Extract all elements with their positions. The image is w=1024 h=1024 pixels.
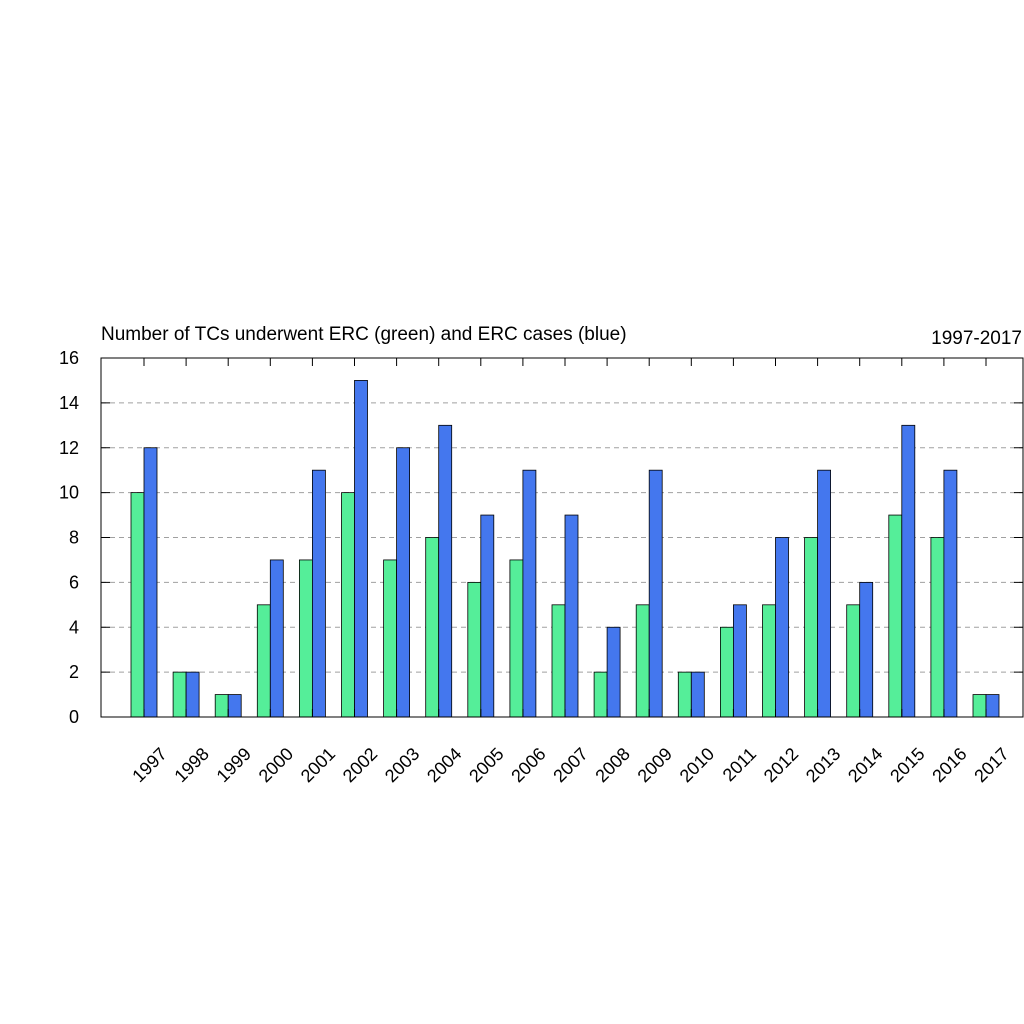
x-tick-label: 2006 (507, 744, 549, 786)
bar-green (383, 559, 398, 718)
y-tick-label: 8 (69, 528, 79, 548)
x-tick-label: 2016 (928, 744, 970, 786)
x-tick-label: 2013 (802, 744, 844, 786)
x-tick-label: 2015 (886, 744, 928, 786)
x-tick-label: 2001 (297, 744, 339, 786)
x-tick-label: 2012 (760, 744, 802, 786)
bar-blue (775, 537, 789, 718)
bar-blue (354, 380, 368, 718)
x-tick-label: 2011 (719, 744, 761, 786)
y-tick-label: 12 (59, 438, 79, 458)
x-tick-label: 2005 (465, 744, 507, 786)
x-tick-label: 2008 (591, 744, 633, 786)
bar-blue (564, 514, 579, 718)
bar-blue (438, 424, 453, 718)
gridlines (101, 402, 1023, 673)
bar-blue (943, 469, 958, 718)
y-tick-label: 14 (59, 393, 79, 413)
x-tick-label: 1999 (213, 744, 255, 786)
x-tick-label: 2009 (634, 744, 676, 786)
x-tick-label: 1998 (170, 744, 212, 786)
bar-green (172, 671, 187, 718)
y-tick-label: 2 (69, 662, 79, 682)
x-tick-label: 2000 (255, 744, 297, 786)
bar-blue (901, 424, 916, 718)
x-tick-label: 2004 (423, 744, 465, 786)
bar-green (804, 537, 818, 718)
bar-blue (733, 604, 747, 718)
x-tick-label: 2007 (549, 744, 591, 786)
bar-green (551, 604, 566, 718)
chart-title: Number of TCs underwent ERC (green) and … (101, 324, 627, 345)
bar-blue (480, 514, 495, 718)
bar-green (341, 492, 355, 718)
bar-blue (227, 694, 242, 718)
x-tick-label: 2017 (970, 744, 1012, 786)
bar-blue (311, 469, 326, 718)
bar-blue (269, 559, 284, 718)
bar-blue (396, 447, 411, 718)
y-tick-label: 4 (69, 617, 79, 637)
bar-green (593, 671, 608, 718)
bar-blue (143, 447, 158, 718)
bar-green (930, 537, 945, 718)
bar-blue (690, 671, 705, 718)
bar-blue (522, 469, 537, 718)
y-tick-label: 0 (69, 707, 79, 727)
y-tick-label: 10 (59, 483, 79, 503)
bars (130, 380, 1000, 718)
bar-blue (985, 694, 1000, 718)
bar-green (256, 604, 271, 718)
bar-green (467, 581, 482, 718)
y-tick-label: 16 (59, 348, 79, 368)
bar-blue (606, 626, 621, 718)
bar-blue (817, 469, 831, 718)
bar-green (762, 604, 776, 718)
chart-subtitle: 1997-2017 (931, 328, 1022, 349)
bar-green (509, 559, 524, 718)
bar-green (425, 537, 440, 718)
bar-green (214, 694, 229, 718)
x-tick-label: 1997 (128, 744, 170, 786)
bar-blue (859, 581, 874, 718)
bar-green (635, 604, 650, 718)
bar-green (130, 492, 145, 718)
x-tick-label: 2014 (844, 744, 886, 786)
x-tick-label: 2010 (676, 744, 718, 786)
y-tick-label: 6 (69, 572, 79, 592)
bar-green (972, 694, 987, 718)
bar-blue (185, 671, 200, 718)
x-tick-label: 2002 (339, 744, 381, 786)
bar-green (720, 626, 734, 718)
bar-green (677, 671, 692, 718)
bar-green (846, 604, 861, 718)
bar-blue (648, 469, 663, 718)
bar-green (888, 514, 903, 718)
x-tick-label: 2003 (381, 744, 423, 786)
bar-green (298, 559, 313, 718)
